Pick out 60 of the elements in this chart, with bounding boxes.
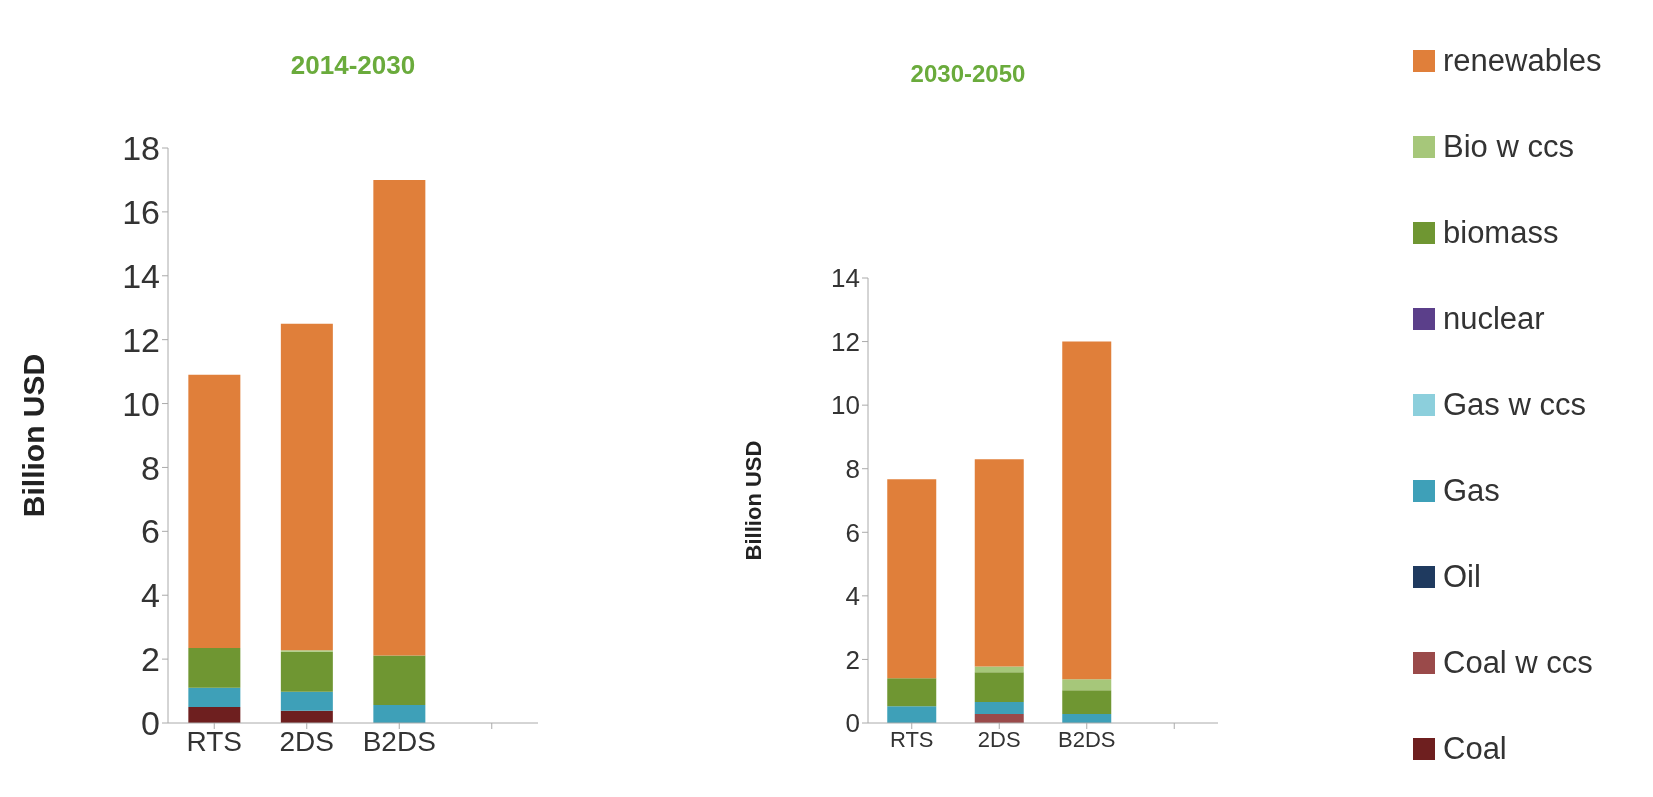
y-tick-label: 4 (845, 581, 860, 612)
chart-title: 2030-2050 (909, 60, 1027, 88)
y-tick-label: 12 (831, 326, 860, 357)
bar (188, 374, 241, 648)
bar (974, 666, 1024, 673)
x-tick-label: RTS (889, 726, 934, 752)
y-tick-label: 6 (141, 512, 160, 551)
y-tick-label: 8 (141, 448, 160, 487)
legend-label: Oil (1443, 559, 1481, 595)
legend-label: Bio w ccs (1443, 129, 1574, 165)
bar (1062, 341, 1112, 680)
legend-label: Coal (1443, 731, 1507, 767)
bar (188, 687, 241, 708)
y-tick-label: 2 (141, 640, 160, 679)
bar (188, 647, 241, 688)
legend-label: Gas w ccs (1443, 387, 1586, 423)
y-tick-label: 2 (845, 644, 860, 675)
y-tick-label: 6 (845, 517, 860, 548)
bar (373, 705, 426, 723)
y-axis-title: Billion USD (16, 353, 50, 518)
bar (887, 706, 937, 723)
legend-label: nuclear (1443, 301, 1545, 337)
bar (1062, 714, 1112, 723)
y-tick-label: 12 (122, 320, 160, 359)
bar (188, 707, 241, 723)
bar (1062, 690, 1112, 715)
x-tick-label: 2DS (279, 725, 334, 757)
bar (373, 655, 426, 706)
bar (280, 651, 333, 692)
bar (280, 691, 333, 711)
y-axis-title: Billion USD (740, 440, 766, 561)
y-tick-label: 8 (845, 453, 860, 484)
bar (974, 672, 1024, 703)
bar (373, 179, 426, 656)
y-tick-label: 10 (831, 390, 860, 421)
bar (974, 702, 1024, 715)
bar (280, 323, 333, 651)
y-tick-label: 10 (122, 384, 160, 423)
y-tick-label: 14 (122, 256, 160, 295)
bar (974, 714, 1024, 723)
chart-title: 2014-2030 (289, 50, 417, 81)
legend-label: biomass (1443, 215, 1559, 251)
x-tick-label: 2DS (977, 726, 1021, 752)
y-tick-label: 0 (141, 704, 160, 743)
bar (887, 479, 937, 679)
x-tick-label: RTS (186, 725, 242, 757)
legend-label: Gas (1443, 473, 1500, 509)
y-tick-label: 18 (122, 129, 160, 168)
bar (887, 678, 937, 707)
x-tick-label: B2DS (362, 725, 436, 757)
legend-label: Coal w ccs (1443, 645, 1593, 681)
y-tick-label: 4 (141, 576, 160, 615)
bar (280, 710, 333, 723)
legend-label: renewables (1443, 43, 1602, 79)
x-tick-label: B2DS (1058, 726, 1116, 752)
bar (1062, 679, 1112, 691)
bar (974, 459, 1024, 667)
y-tick-label: 14 (831, 263, 860, 294)
y-tick-label: 16 (122, 192, 160, 231)
y-tick-label: 0 (845, 708, 860, 739)
